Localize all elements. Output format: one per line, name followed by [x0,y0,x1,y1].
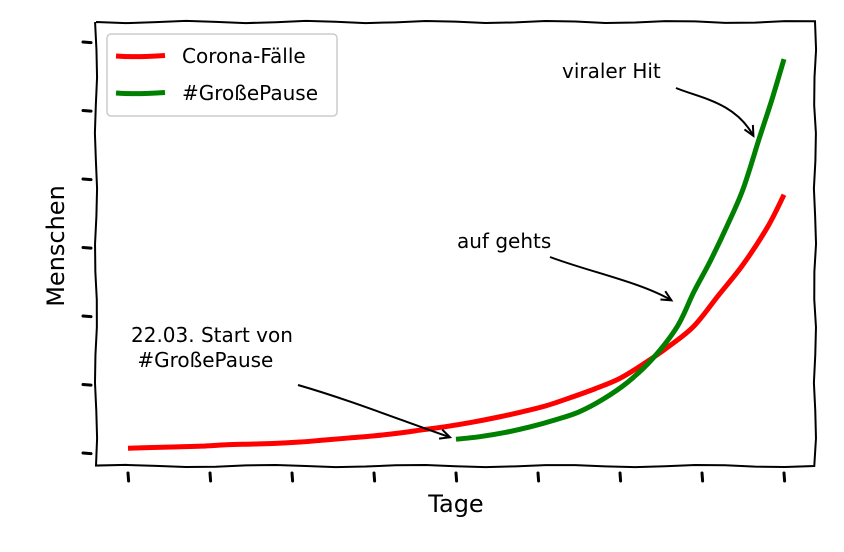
x-tick [618,471,623,483]
x-tick [536,471,541,483]
y-tick [81,109,93,113]
annotation-arrow [297,384,451,439]
y-axis-label: Menschen [42,185,70,307]
y-tick [81,246,93,250]
plot-frame [93,19,818,469]
series-lines [127,58,787,451]
x-tick [372,471,377,483]
x-tick [126,471,131,483]
x-tick [208,471,213,483]
x-axis-label: Tage [427,490,483,518]
legend-swatch [115,53,166,60]
axes-frame [81,19,818,483]
annotation-arrowhead [660,290,674,302]
x-tick [454,471,459,483]
y-tick [81,451,93,456]
y-tick [81,383,93,387]
annotation-text: 22.03. Start von #GroßePause [131,323,293,372]
x-tick [700,471,705,483]
series-line-grosse-pause [455,58,787,442]
legend: Corona-Fälle #GroßePause [106,33,338,117]
annotation-arrowhead [743,124,755,138]
annotations: viraler Hit auf gehts 22.03. Start von #Gr… [131,59,755,440]
y-tick [81,40,93,45]
annotation-arrowhead [438,428,453,440]
annotation-arrow [549,256,672,302]
annotation-text: viraler Hit [562,59,661,83]
legend-label: Corona-Fälle [182,44,306,68]
legend-swatch [115,90,166,97]
x-tick [290,471,295,483]
legend-label: #GroßePause [182,81,318,105]
x-tick [782,471,787,483]
annotation-arrow [675,87,755,137]
y-tick [81,177,93,182]
annotation-text: auf gehts [457,229,551,253]
y-tick [81,314,93,319]
series-line-corona-faelle [127,193,787,451]
